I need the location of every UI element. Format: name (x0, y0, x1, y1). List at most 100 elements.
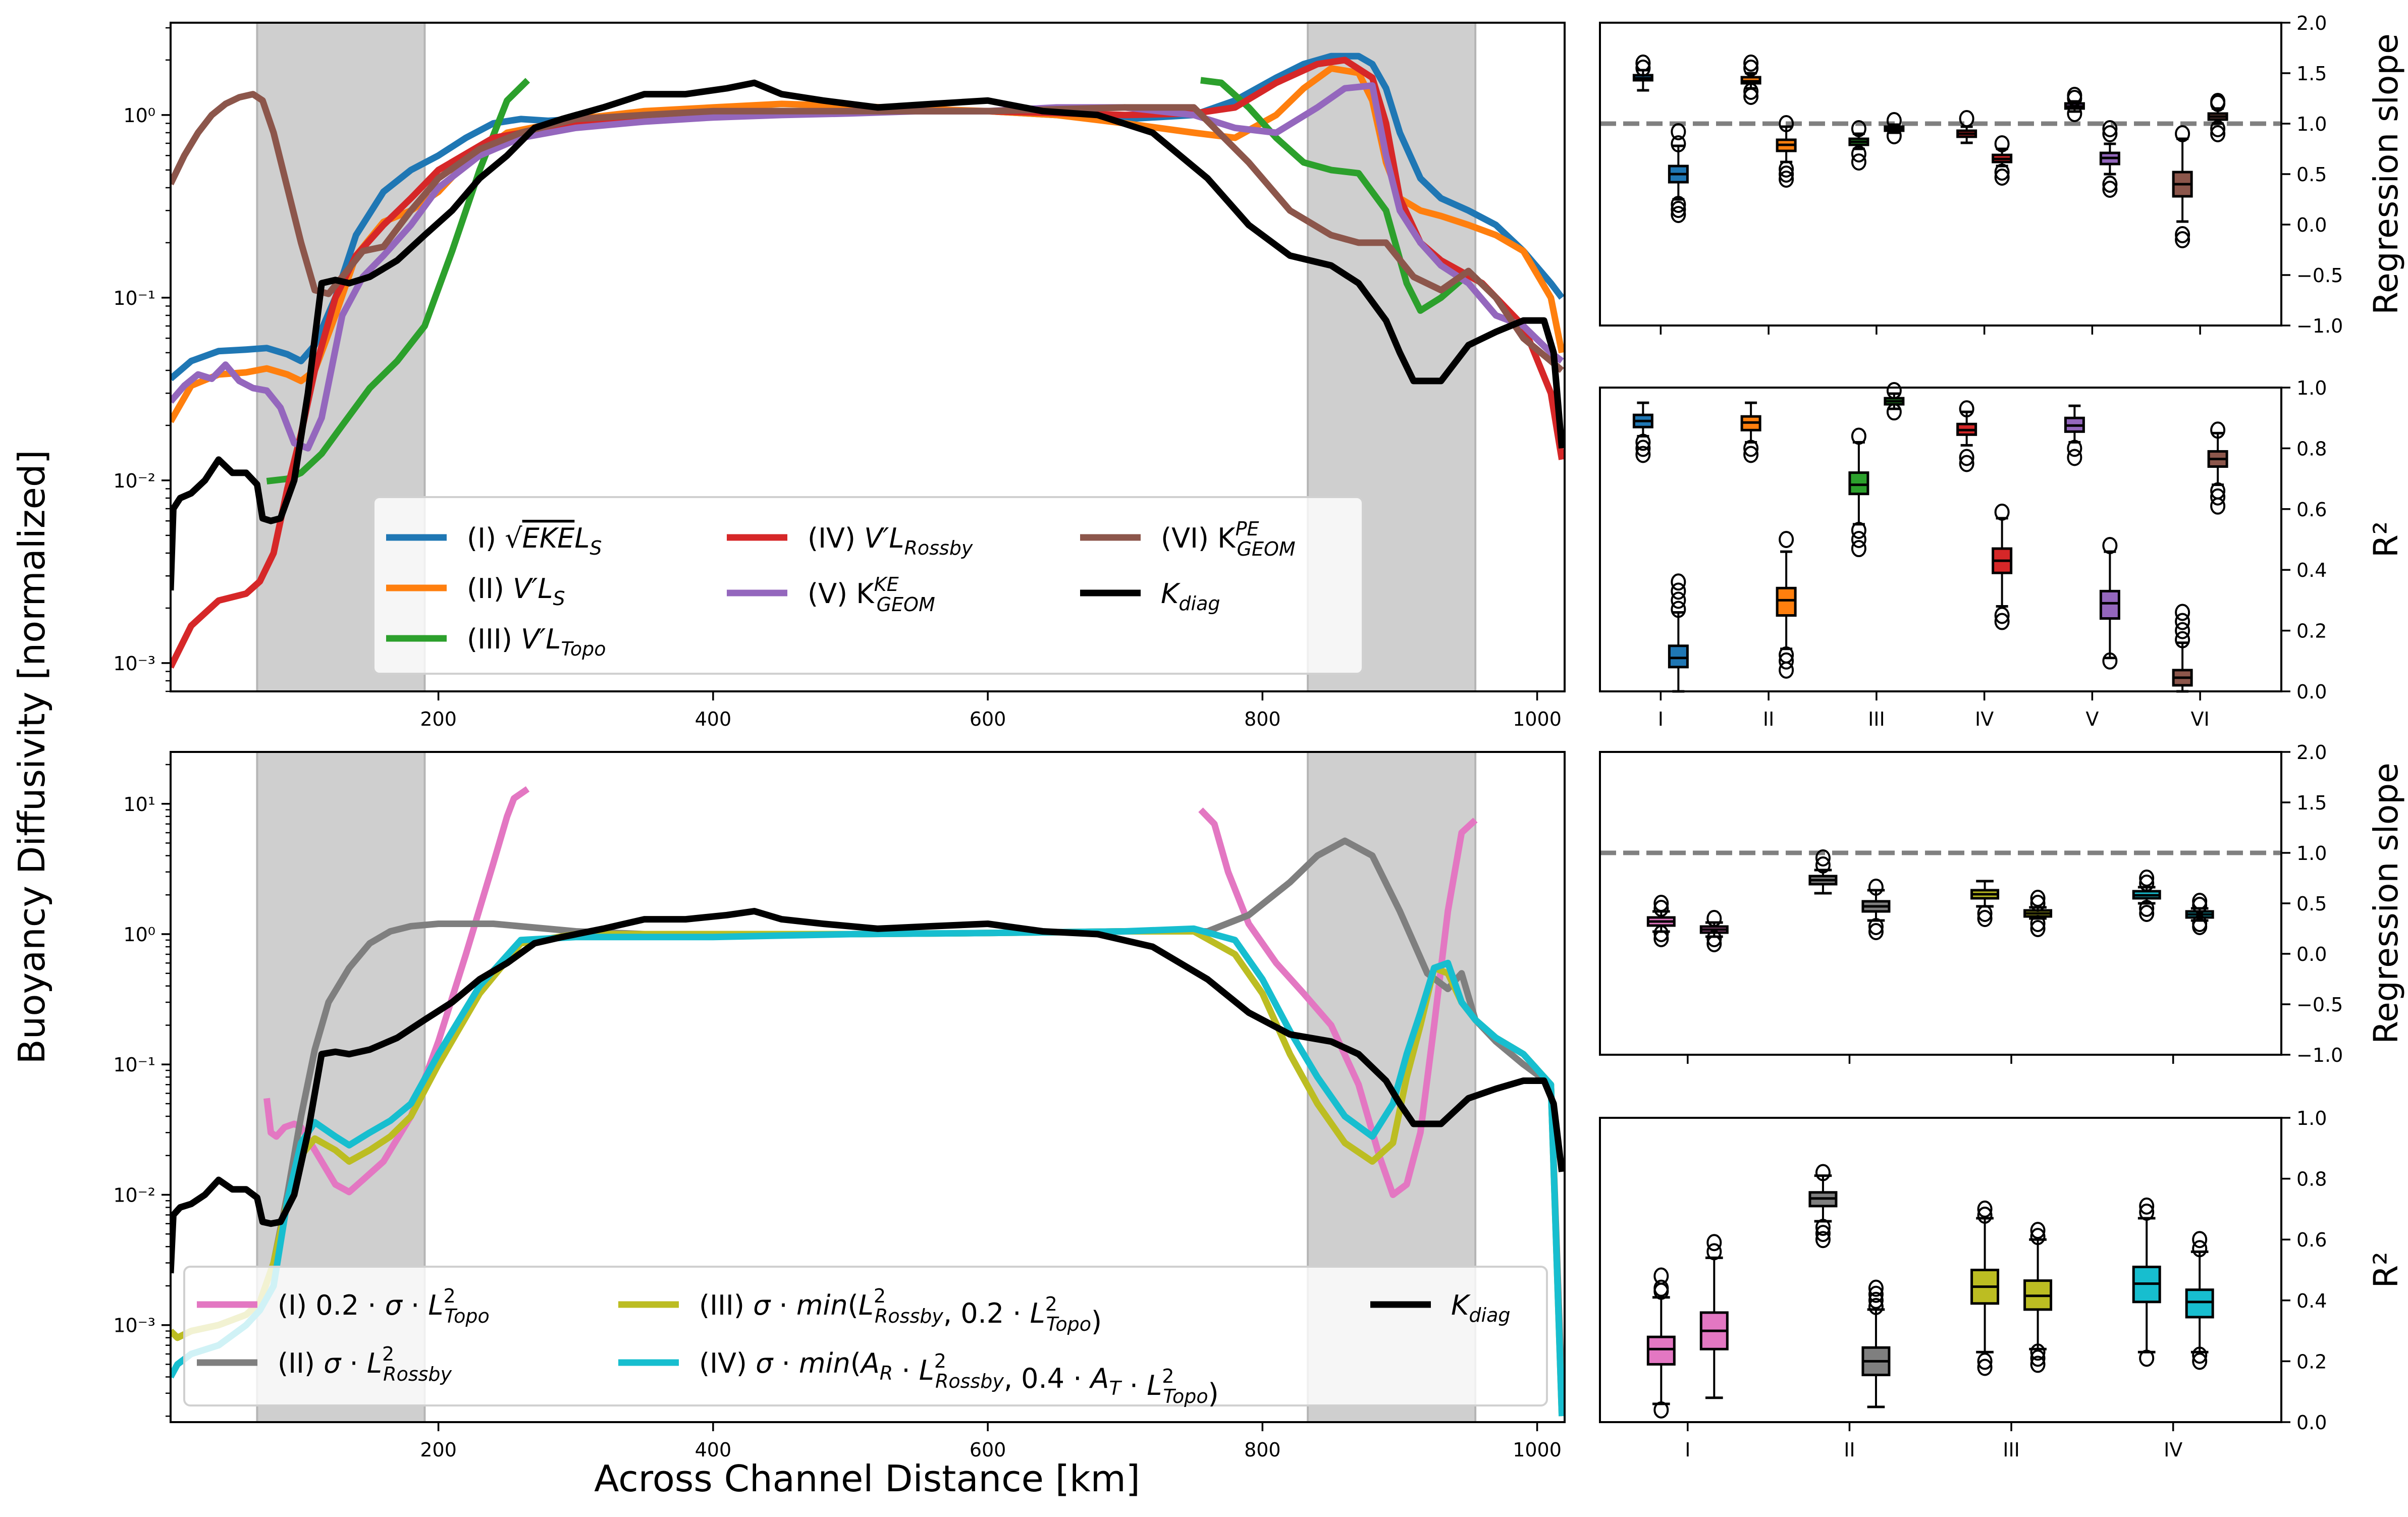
box-IV-b (1992, 135, 2013, 186)
legend-text-overline: EKE (522, 522, 575, 554)
legend-text-italic: min (796, 1289, 848, 1321)
legend-text-part: (III) (467, 623, 521, 655)
legend-text-subscript: Rossby (904, 537, 973, 559)
flier-point (1977, 910, 1993, 927)
flier-point (1868, 1279, 1884, 1297)
box-III-a (1970, 880, 2000, 927)
flier-point (2175, 604, 2190, 621)
box-I-b (1699, 910, 1729, 952)
box-II-b (1861, 1279, 1891, 1408)
y-tick-label: 0.6 (2296, 499, 2327, 521)
x-tick-label: 600 (970, 1439, 1006, 1461)
box-V-a (2064, 87, 2085, 122)
y-tick-label: 1.0 (2296, 1107, 2327, 1129)
box-II-b (1861, 879, 1891, 940)
y-tick-label: 0.2 (2296, 620, 2327, 642)
legend-top-left: (I) √EKELS(II) V′LS(III) V′LTopo(IV) V′L… (372, 496, 1364, 675)
legend-text-subscript: Topo (561, 638, 606, 660)
flier-point (2175, 125, 2190, 142)
box-VI-b (2207, 421, 2228, 515)
legend-label-I: (I) 0.2 · σ · L2 Topo (278, 1285, 490, 1327)
y-tick-label: −0.5 (2296, 994, 2343, 1016)
series-line-5 (171, 91, 1564, 373)
legend-text-part: (V) K (808, 578, 875, 610)
flier-point (2139, 905, 2155, 922)
y-tick-label: 10⁻³ (113, 653, 155, 675)
axes-frame (1599, 1117, 2282, 1423)
legend-box (372, 496, 1364, 675)
legend-text-superscript: 2 (874, 1285, 886, 1307)
legend-label-II: (II) σ · L2 Rossby (278, 1343, 452, 1385)
flier-point (1743, 60, 1759, 77)
box-IV-a (2132, 1197, 2161, 1367)
flier-point (1653, 895, 1669, 912)
flier-point (1868, 1291, 1884, 1309)
box-IV-a (2132, 870, 2161, 922)
flier-point (2030, 890, 2046, 907)
flier-point (1653, 930, 1669, 947)
flier-point (1779, 160, 1794, 178)
flier-point (1671, 201, 1686, 218)
y-tick-label: 1.5 (2296, 792, 2327, 814)
flier-point (1851, 540, 1866, 558)
series-line-2 (266, 78, 530, 484)
x-tick-label: 1000 (1513, 708, 1562, 730)
flier-point (1994, 613, 2010, 630)
legend-text-italic: L (574, 522, 590, 554)
y-tick-label: −0.5 (2296, 264, 2343, 287)
flier-point (2192, 893, 2208, 910)
flier-point (2192, 1240, 2208, 1258)
y-tick-label: 0.6 (2296, 1229, 2327, 1251)
legend-text-subscript: Topo (1046, 1313, 1091, 1335)
flier-point (1779, 652, 1794, 670)
box-III-b (2023, 1222, 2053, 1373)
legend-text-part: (IV) (699, 1347, 756, 1379)
box-III-b (2023, 890, 2053, 937)
flier-point (2139, 870, 2155, 887)
legend-text-superscript: 2 (1045, 1293, 1057, 1315)
legend-text-part: · (773, 1347, 799, 1379)
flier-point (1653, 1401, 1669, 1419)
y-tick-label: 10⁻² (113, 470, 155, 492)
legend-text-superscript: 2 (382, 1343, 394, 1365)
flier-point (2067, 449, 2082, 466)
box-body (1646, 1335, 1676, 1366)
x-tick-label: 400 (695, 1439, 732, 1461)
legend-text-italic: min (799, 1347, 850, 1379)
flier-point (1815, 1231, 1831, 1249)
flier-point (1886, 112, 1902, 129)
flier-point (2175, 622, 2190, 639)
series-group (171, 786, 1565, 1417)
flier-point (1779, 166, 1794, 183)
flier-point (1977, 905, 1993, 922)
legend-text-italic: L (428, 1289, 443, 1321)
box-body (2185, 1288, 2214, 1319)
legend-text-part: · (341, 1347, 367, 1379)
flier-point (2192, 1231, 2208, 1249)
axes-frame (170, 22, 1566, 692)
flier-point (2139, 1197, 2155, 1215)
legend-text-italic: A (1089, 1363, 1109, 1394)
legend-text-subscript: Topo (1163, 1385, 1208, 1407)
flier-point (2139, 1203, 2155, 1221)
legend-text-italic: L (367, 1347, 382, 1379)
x-tick-label: 800 (1244, 1439, 1281, 1461)
box-II-a (1808, 849, 1838, 895)
flier-point (2210, 125, 2226, 142)
legend-text-italic: σ (753, 1289, 771, 1321)
y-tick-label: 1.5 (2296, 63, 2327, 85)
flier-point (1994, 135, 2010, 152)
box-body (1776, 586, 1797, 617)
box-I-a (1632, 401, 1653, 463)
legend-text-italic: K (1451, 1289, 1471, 1321)
series-line-3 (171, 925, 1565, 1417)
legend-text-italic: L (859, 1289, 874, 1321)
flier-point (2210, 93, 2226, 110)
flier-point (2102, 125, 2118, 142)
flier-point (1851, 145, 1866, 162)
flier-point (1815, 1225, 1831, 1242)
y-tick-label: −1.0 (2296, 315, 2343, 337)
panel-top-right-r2: I II III IV V VI0.00.20.40.60.81.0R² (1599, 377, 2405, 730)
flier-point (2175, 631, 2190, 648)
